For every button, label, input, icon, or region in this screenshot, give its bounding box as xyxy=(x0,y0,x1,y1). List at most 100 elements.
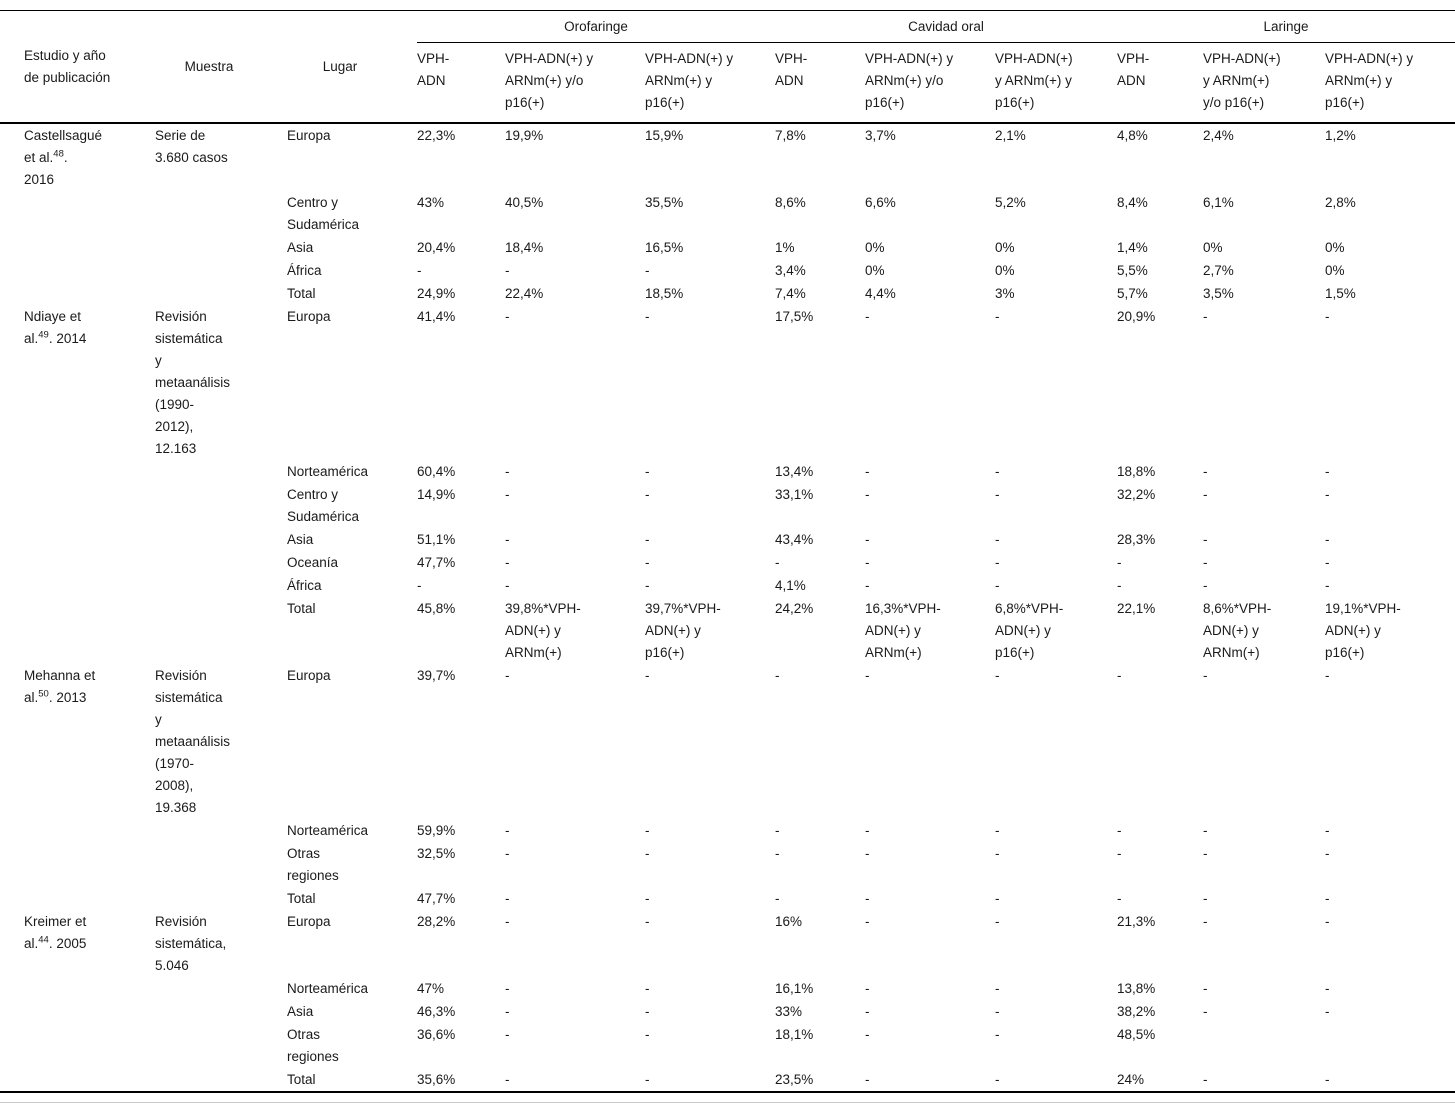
value-cell: 13,8% xyxy=(1117,981,1156,996)
column-header-arnm-p16-laringe: VPH-ADN(+) y ARNm(+) y/o p16(+) xyxy=(1203,51,1281,110)
value-cell: 28,2% xyxy=(417,914,456,929)
value-cell: - xyxy=(645,1072,650,1087)
value-cell: 20,4% xyxy=(417,240,456,255)
value-cell xyxy=(1325,1023,1455,1068)
reference-superscript: 49 xyxy=(38,329,49,341)
value-cell: 6,1% xyxy=(1203,195,1234,210)
value-cell: - xyxy=(505,555,510,570)
value-cell: 7,4% xyxy=(775,286,806,301)
value-cell: - xyxy=(995,823,1000,838)
table-row: Asia 46,3% - - 33% - - 38,2% - - xyxy=(0,1000,1455,1023)
study-cell: Kreimer et al.44. 2005 xyxy=(0,910,155,977)
value-cell: 2,7% xyxy=(1203,263,1234,278)
value-cell: - xyxy=(505,823,510,838)
value-cell: 21,3% xyxy=(1117,914,1156,929)
column-header-vph-adn-orofaringe: VPH- ADN xyxy=(417,51,450,88)
value-cell: 8,4% xyxy=(1117,195,1148,210)
column-header-arnm-y-p16-cavidad-oral: VPH-ADN(+) y ARNm(+) y p16(+) xyxy=(995,51,1073,110)
value-cell: 60,4% xyxy=(417,464,456,479)
value-cell: - xyxy=(865,578,870,593)
muestra-cell: Revisión sistemática y metaanálisis (197… xyxy=(155,668,231,815)
study-cell xyxy=(0,236,155,259)
value-cell: 4,4% xyxy=(865,286,896,301)
muestra-cell xyxy=(155,597,287,664)
value-cell: - xyxy=(505,532,510,547)
value-cell: 28,3% xyxy=(1117,532,1156,547)
value-cell: - xyxy=(995,668,1000,683)
group-header-orofaringe: Orofaringe xyxy=(417,10,775,43)
value-cell: - xyxy=(865,891,870,906)
value-cell: 16,1% xyxy=(775,981,814,996)
lugar-cell: Norteamérica xyxy=(287,981,369,996)
table-row: Asia 51,1% - - 43,4% - - 28,3% - - xyxy=(0,528,1455,551)
value-cell: 33% xyxy=(775,1004,803,1019)
lugar-cell: África xyxy=(287,263,322,278)
value-cell: 5,7% xyxy=(1117,286,1148,301)
value-cell: 48,5% xyxy=(1117,1027,1156,1042)
value-cell: 0% xyxy=(1325,240,1345,255)
lugar-cell: Norteamérica xyxy=(287,464,369,479)
value-cell: 5,2% xyxy=(995,195,1026,210)
value-cell: - xyxy=(865,823,870,838)
study-cell xyxy=(0,819,155,842)
value-cell xyxy=(1203,1023,1325,1068)
value-cell: 6,8%*VPH- ADN(+) y p16(+) xyxy=(995,601,1064,660)
table-header: Estudio y año de publicación Muestra Lug… xyxy=(0,10,1455,124)
column-header-study: Estudio y año de publicación xyxy=(24,47,111,85)
table-row: Centro y Sudamérica 43% 40,5% 35,5% 8,6% 6,6%… xyxy=(0,191,1455,236)
value-cell: - xyxy=(645,263,650,278)
value-cell: - xyxy=(995,1072,1000,1087)
value-cell: 41,4% xyxy=(417,309,456,324)
study-cell xyxy=(0,259,155,282)
column-header-lugar: Lugar xyxy=(322,58,358,74)
value-cell: - xyxy=(645,914,650,929)
value-cell: - xyxy=(1203,891,1208,906)
study-cell: Castellsagué et al.48. 2016 xyxy=(0,123,155,191)
value-cell: - xyxy=(645,891,650,906)
value-cell: - xyxy=(645,823,650,838)
value-cell: 32,5% xyxy=(417,846,456,861)
group-header-cavidad-oral: Cavidad oral xyxy=(775,10,1117,43)
value-cell: 39,7%*VPH- ADN(+) y p16(+) xyxy=(645,601,721,660)
table-row: Otras regiones 32,5% - - - - - - - - xyxy=(0,842,1455,887)
lugar-cell: Centro y Sudamérica xyxy=(287,487,360,524)
muestra-cell xyxy=(155,842,287,887)
table-row: Asia 20,4% 18,4% 16,5% 1% 0% 0% 1,4% 0% 0% xyxy=(0,236,1455,259)
value-cell: - xyxy=(1325,555,1330,570)
study-year: . 2013 xyxy=(48,690,87,705)
value-cell: - xyxy=(417,263,422,278)
value-cell: 8,6%*VPH- ADN(+) y ARNm(+) xyxy=(1203,601,1272,660)
lugar-cell: Europa xyxy=(287,309,331,324)
value-cell: 59,9% xyxy=(417,823,456,838)
value-cell: - xyxy=(1325,981,1330,996)
value-cell: 19,1%*VPH- ADN(+) y p16(+) xyxy=(1325,601,1401,660)
value-cell: 47,7% xyxy=(417,555,456,570)
value-cell: - xyxy=(1203,823,1208,838)
value-cell: - xyxy=(995,487,1000,502)
value-cell: - xyxy=(1117,891,1122,906)
value-cell: 23,5% xyxy=(775,1072,814,1087)
value-cell: 3% xyxy=(995,286,1015,301)
study-cell xyxy=(0,551,155,574)
value-cell: - xyxy=(1117,578,1122,593)
study-cell xyxy=(0,191,155,236)
value-cell: 18,8% xyxy=(1117,464,1156,479)
value-cell: - xyxy=(505,846,510,861)
study-name: Ndiaye et al. xyxy=(24,309,82,346)
value-cell: 5,5% xyxy=(1117,263,1148,278)
value-cell: 40,5% xyxy=(505,195,544,210)
study-cell xyxy=(0,842,155,887)
value-cell: 24,9% xyxy=(417,286,456,301)
value-cell: 0% xyxy=(995,263,1015,278)
value-cell: - xyxy=(865,1072,870,1087)
value-cell: - xyxy=(1325,532,1330,547)
value-cell: - xyxy=(1117,823,1122,838)
value-cell: 6,6% xyxy=(865,195,896,210)
value-cell: 33,1% xyxy=(775,487,814,502)
study-cell xyxy=(0,483,155,528)
value-cell: - xyxy=(645,487,650,502)
value-cell: - xyxy=(995,914,1000,929)
table-row: África - - - 4,1% - - - - - xyxy=(0,574,1455,597)
value-cell: - xyxy=(865,846,870,861)
value-cell: - xyxy=(865,487,870,502)
